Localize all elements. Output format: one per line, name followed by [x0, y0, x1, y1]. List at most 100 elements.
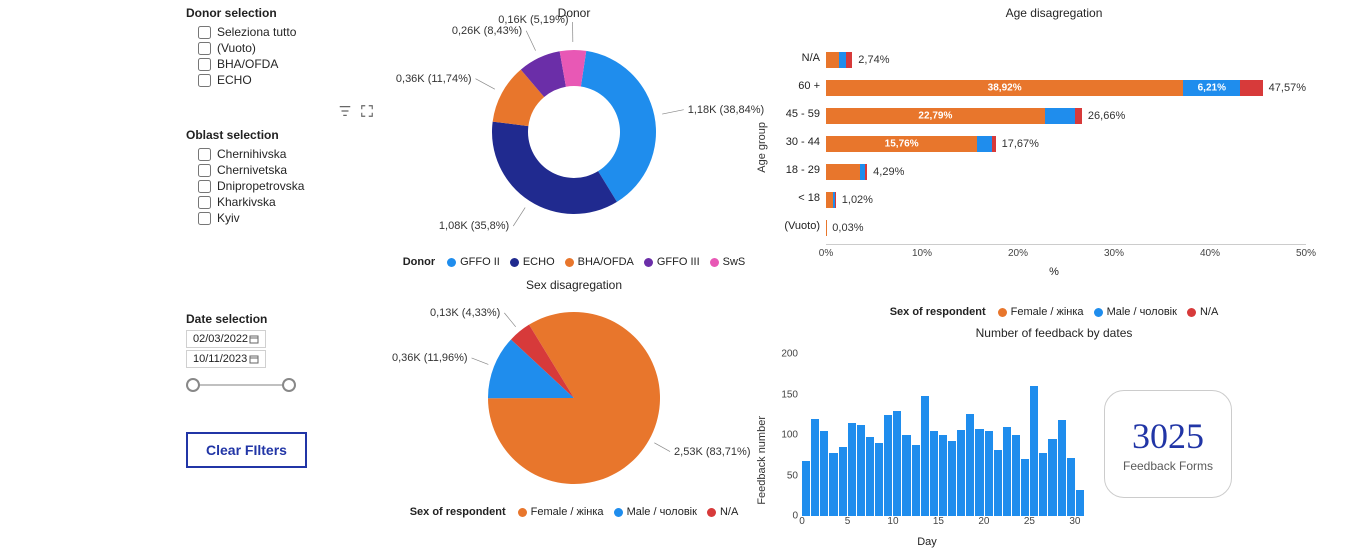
checkbox[interactable] [198, 212, 211, 225]
histo-bar[interactable] [930, 431, 938, 516]
date-slider[interactable] [186, 376, 296, 394]
checkbox[interactable] [198, 164, 211, 177]
age-bar-segment[interactable] [835, 192, 836, 208]
legend-item[interactable]: N/A [707, 506, 738, 518]
donor-legend: Donor GFFO II ECHO BHA/OFDA GFFO III SwS [394, 256, 754, 268]
age-bar-segment[interactable] [865, 164, 867, 180]
histo-bar[interactable] [820, 431, 828, 516]
checkbox[interactable] [198, 58, 211, 71]
legend-item[interactable]: Female / жінка [518, 506, 604, 518]
oblast-option[interactable]: Kyiv [186, 210, 380, 226]
histo-bar[interactable] [875, 443, 883, 516]
age-bar-segment[interactable] [1045, 108, 1075, 124]
age-bar-segment[interactable] [839, 52, 846, 68]
age-bar-segment[interactable] [977, 136, 991, 152]
legend-item[interactable]: GFFO III [644, 256, 700, 268]
checkbox[interactable] [198, 26, 211, 39]
legend-item[interactable]: GFFO II [447, 256, 500, 268]
histo-bar[interactable] [866, 437, 874, 516]
histo-bar[interactable] [994, 450, 1002, 516]
donor-option[interactable]: Seleziona tutto [186, 24, 380, 40]
histo-bar[interactable] [1058, 420, 1066, 516]
legend-title: Donor [403, 256, 435, 268]
legend-item[interactable]: ECHO [510, 256, 555, 268]
slider-handle-start[interactable] [186, 378, 200, 392]
histo-bar[interactable] [1067, 458, 1075, 516]
calendar-icon [249, 334, 259, 344]
histo-bar[interactable] [1003, 427, 1011, 516]
histo-bar[interactable] [1076, 490, 1084, 516]
calendar-icon [249, 354, 259, 364]
age-bar-segment[interactable]: 6,21% [1183, 80, 1240, 96]
oblast-option[interactable]: Chernihivska [186, 146, 380, 162]
histo-bar[interactable] [1039, 453, 1047, 516]
age-bar-segment[interactable]: 22,79% [826, 108, 1045, 124]
histo-bar[interactable] [966, 414, 974, 516]
histo-bar[interactable] [839, 447, 847, 516]
legend-item[interactable]: Female / жінка [998, 306, 1084, 318]
histo-bar[interactable] [1021, 459, 1029, 516]
age-bar-segment[interactable] [826, 192, 833, 208]
legend-item[interactable]: Male / чоловік [614, 506, 697, 518]
histo-bar[interactable] [857, 425, 865, 516]
histo-bar[interactable] [921, 396, 929, 516]
age-bar-segment[interactable] [1075, 108, 1082, 124]
option-label: Chernihivska [217, 147, 286, 161]
donor-option[interactable]: ECHO [186, 72, 380, 88]
legend-item[interactable]: SwS [710, 256, 746, 268]
checkbox[interactable] [198, 180, 211, 193]
histo-bar[interactable] [902, 435, 910, 516]
histo-ytick: 50 [787, 470, 802, 481]
histo-bar[interactable] [829, 453, 837, 516]
checkbox[interactable] [198, 42, 211, 55]
age-yaxis-label: Age group [756, 122, 768, 173]
histo-bar[interactable] [957, 430, 965, 516]
histo-bar[interactable] [1012, 435, 1020, 516]
age-bar-segment[interactable] [1240, 80, 1262, 96]
age-bar-segment[interactable] [992, 136, 996, 152]
checkbox[interactable] [198, 74, 211, 87]
age-row-total: 26,66% [1088, 110, 1125, 122]
legend-label: Female / жінка [531, 506, 604, 518]
age-bar-segment[interactable]: 38,92% [826, 80, 1183, 96]
histo-bar[interactable] [884, 415, 892, 516]
histo-bar[interactable] [1030, 386, 1038, 516]
slider-handle-end[interactable] [282, 378, 296, 392]
clear-filters-button[interactable]: Clear FIlters [186, 432, 307, 468]
legend-item[interactable]: N/A [1187, 306, 1218, 318]
filter-icon[interactable] [338, 104, 352, 118]
histo-bar[interactable] [1048, 439, 1056, 516]
histo-xtick: 20 [978, 516, 989, 527]
donor-option[interactable]: BHA/OFDA [186, 56, 380, 72]
histo-bar[interactable] [811, 419, 819, 516]
oblast-option[interactable]: Dnipropetrovska [186, 178, 380, 194]
age-bar-segment[interactable] [826, 164, 860, 180]
checkbox[interactable] [198, 148, 211, 161]
histo-bar[interactable] [939, 435, 947, 516]
histo-bar[interactable] [893, 411, 901, 516]
histo-bar[interactable] [912, 445, 920, 516]
date-to-input[interactable]: 10/11/2023 [186, 350, 266, 368]
legend-item[interactable]: Male / чоловік [1094, 306, 1177, 318]
oblast-option[interactable]: Chernivetska [186, 162, 380, 178]
histo-bar[interactable] [802, 461, 810, 516]
age-bar-segment[interactable] [846, 52, 852, 68]
age-row-total: 4,29% [873, 166, 904, 178]
expand-icon[interactable] [360, 104, 374, 118]
age-row: 45 - 5922,79%26,66% [826, 102, 1306, 130]
age-bar-segment[interactable] [826, 52, 839, 68]
date-from-input[interactable]: 02/03/2022 [186, 330, 266, 348]
histo-bar[interactable] [985, 431, 993, 516]
legend-item[interactable]: BHA/OFDA [565, 256, 634, 268]
donor-option[interactable]: (Vuoto) [186, 40, 380, 56]
pie-slice-label: 2,53K (83,71%) [674, 446, 750, 458]
oblast-option[interactable]: Kharkivska [186, 194, 380, 210]
histo-bar[interactable] [948, 441, 956, 516]
histo-bar[interactable] [975, 429, 983, 516]
age-bar-segment[interactable]: 15,76% [826, 136, 977, 152]
checkbox[interactable] [198, 196, 211, 209]
histo-bar[interactable] [848, 423, 856, 516]
oblast-filter-title: Oblast selection [186, 128, 380, 142]
age-row-total: 47,57% [1269, 82, 1306, 94]
donut-slice-echo[interactable] [492, 122, 617, 214]
